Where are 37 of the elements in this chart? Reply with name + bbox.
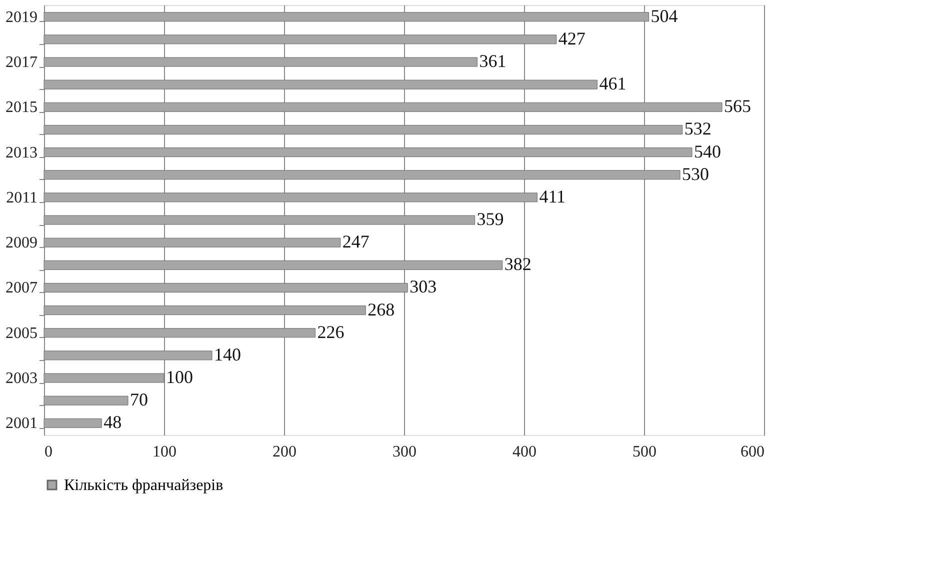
y-tick-label: 2001 bbox=[6, 415, 38, 432]
x-tick-label: 300 bbox=[392, 444, 416, 460]
x-tick-label: 600 bbox=[740, 444, 764, 460]
data-label: 48 bbox=[104, 412, 122, 432]
x-tick-label: 0 bbox=[44, 444, 52, 460]
data-label: 140 bbox=[214, 344, 241, 364]
data-label: 361 bbox=[479, 50, 506, 71]
y-tick-label: 2015 bbox=[6, 99, 38, 116]
y-tick-label: 2009 bbox=[6, 234, 38, 252]
data-label: 303 bbox=[410, 276, 437, 297]
x-tick-label: 500 bbox=[632, 444, 656, 460]
data-label: 565 bbox=[724, 96, 751, 116]
y-tick-label: 2011 bbox=[6, 189, 38, 206]
x-tick-label: 200 bbox=[272, 444, 296, 460]
data-label: 461 bbox=[599, 74, 626, 94]
data-label: 411 bbox=[539, 186, 566, 206]
y-tick-label: 2013 bbox=[6, 144, 38, 162]
y-tick-label: 2003 bbox=[6, 370, 38, 388]
data-label: 100 bbox=[166, 367, 193, 388]
data-label: 359 bbox=[476, 209, 504, 229]
data-label: 268 bbox=[368, 299, 395, 320]
data-label: 504 bbox=[650, 6, 678, 26]
data-label: 540 bbox=[694, 141, 721, 162]
x-tick-label: 400 bbox=[512, 444, 536, 460]
y-tick-label: 2019 bbox=[6, 8, 38, 26]
x-tick-label: 100 bbox=[152, 444, 176, 460]
y-tick-label: 2007 bbox=[6, 280, 38, 297]
data-label: 247 bbox=[342, 232, 370, 252]
data-label: 226 bbox=[317, 322, 344, 342]
data-label: 427 bbox=[558, 28, 586, 48]
y-tick-label: 2005 bbox=[6, 324, 38, 342]
data-label: 382 bbox=[504, 254, 532, 274]
data-label: 70 bbox=[130, 390, 148, 410]
legend-label: Кількість франчайзерів bbox=[64, 477, 224, 494]
data-label: 532 bbox=[684, 118, 712, 139]
data-label: 530 bbox=[682, 164, 709, 184]
y-tick-label: 2017 bbox=[6, 54, 38, 71]
